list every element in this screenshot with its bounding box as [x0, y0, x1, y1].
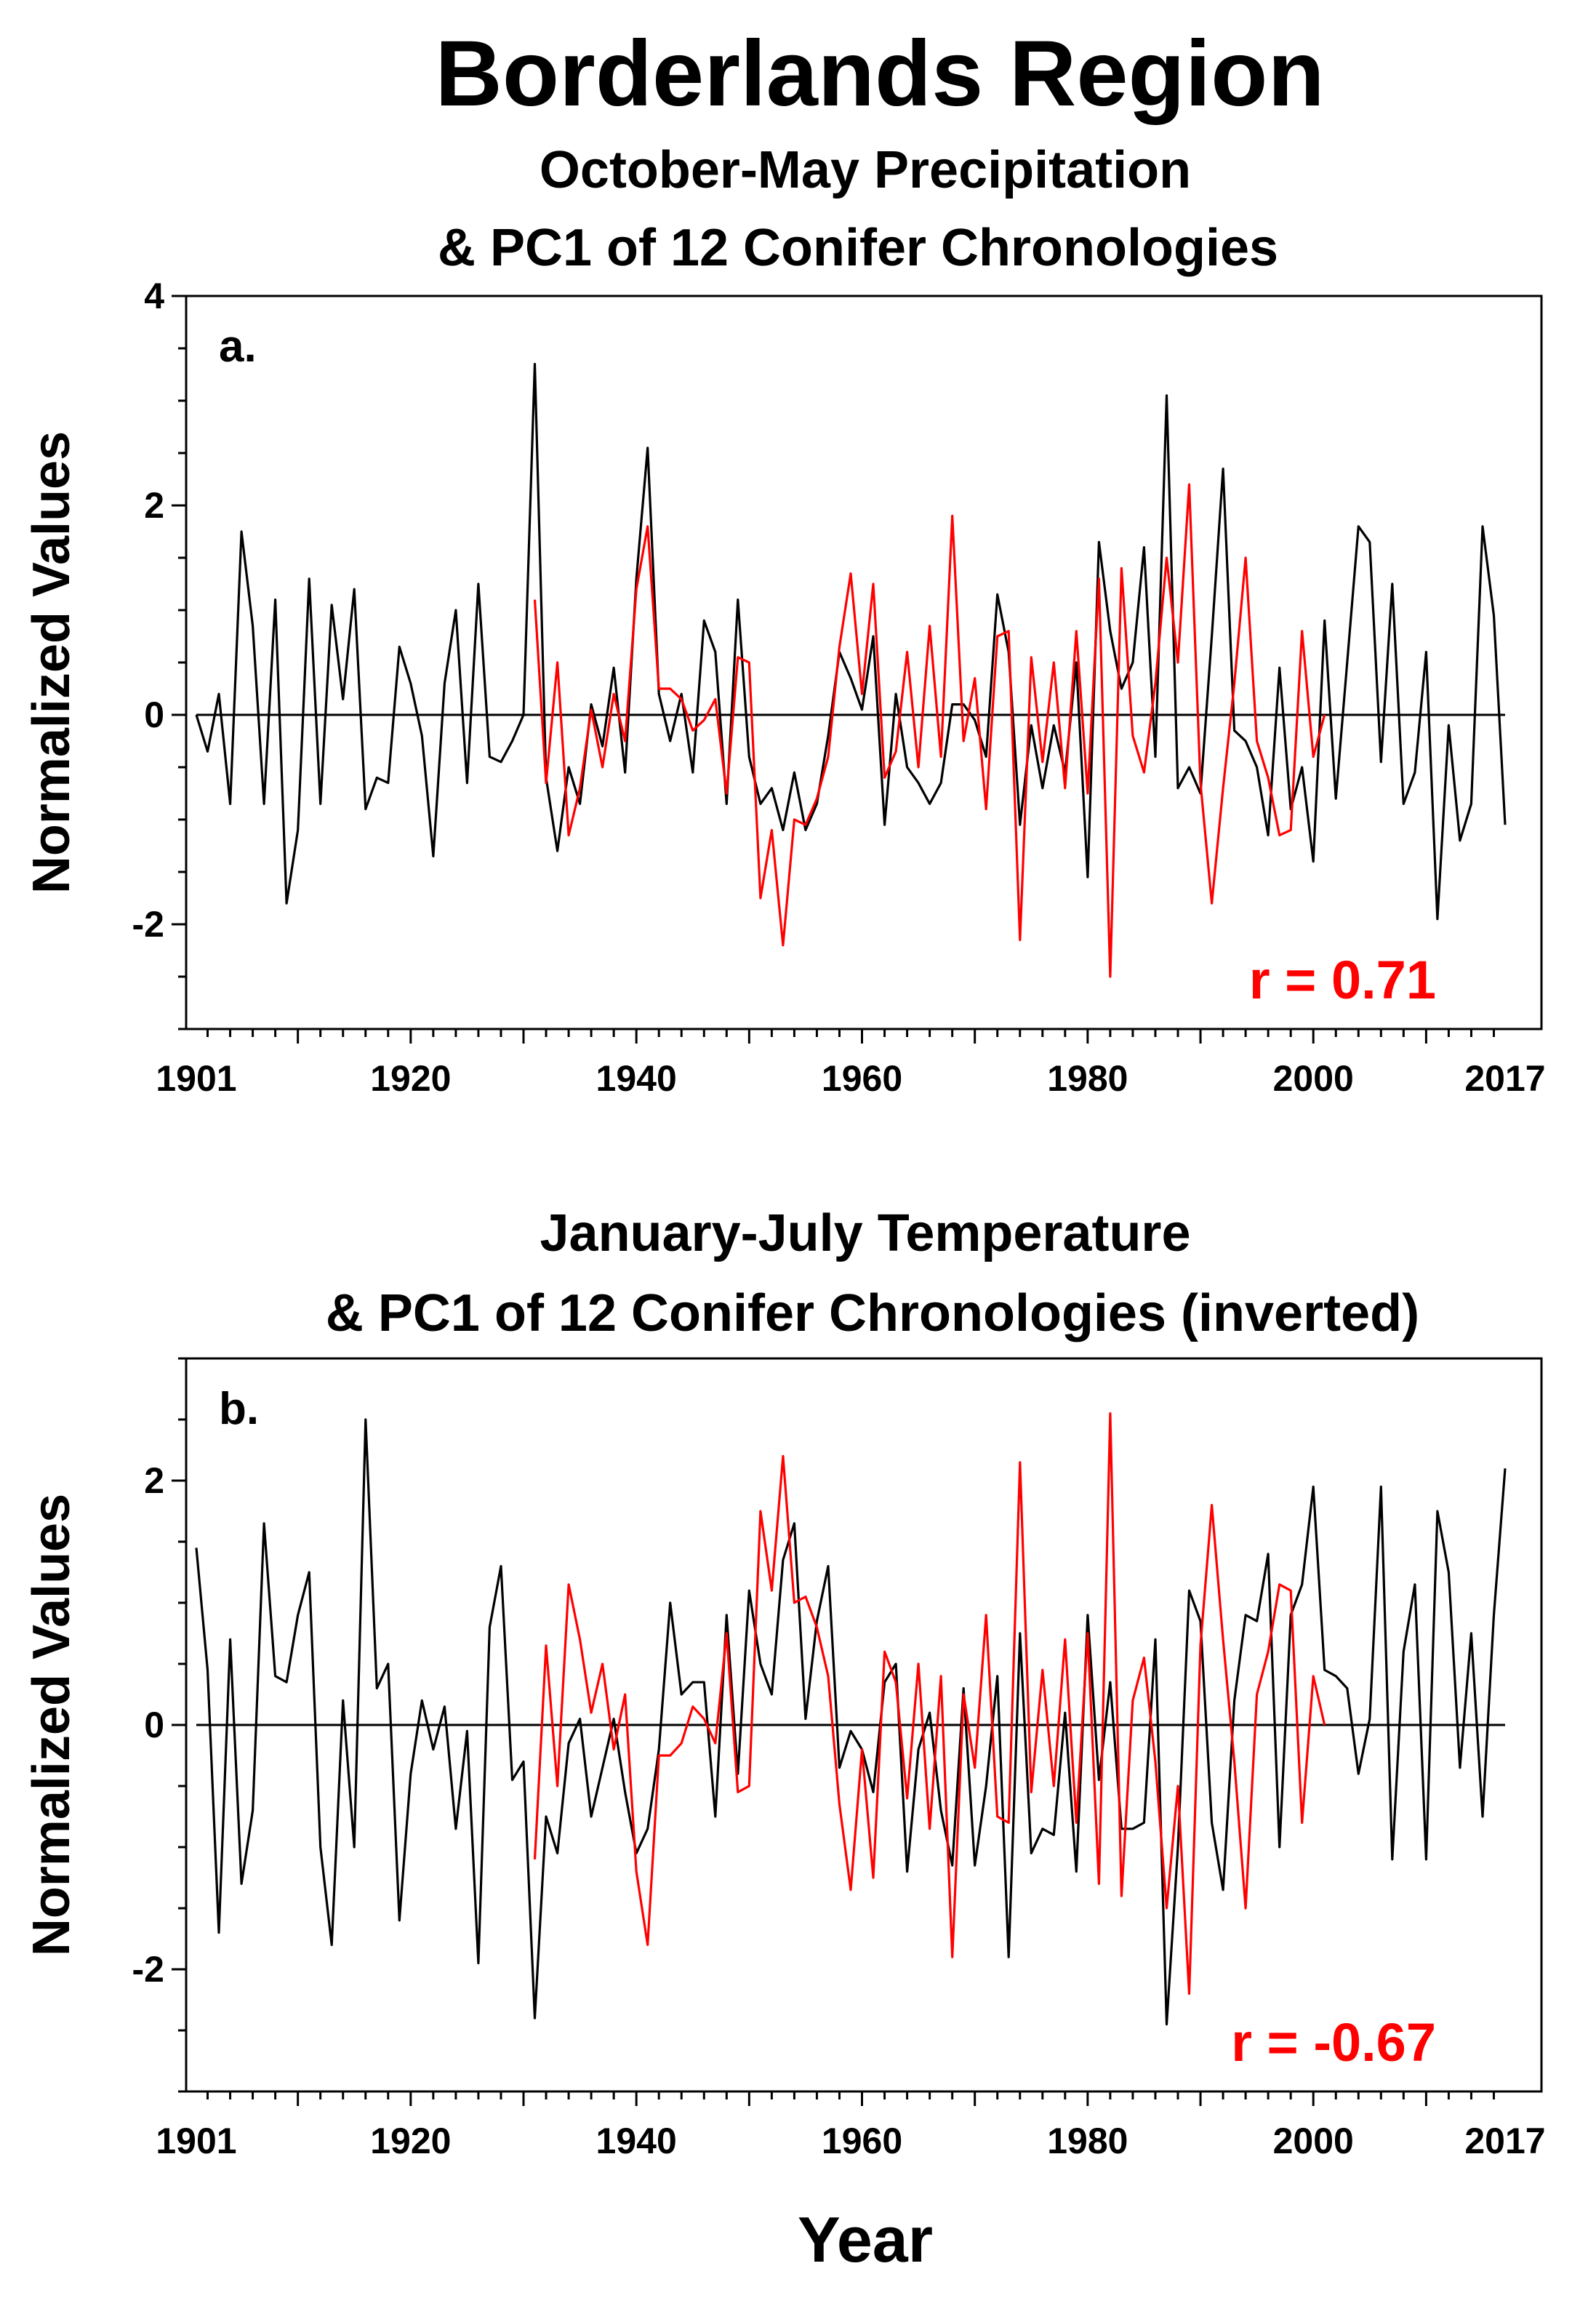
panel-b-series-observed-line — [195, 1418, 1507, 2026]
panel-b-x-tick-label: 2000 — [1273, 2121, 1354, 2161]
x-axis-title: Year — [798, 2203, 933, 2275]
panel-b-chart: -2 0 2 1901 1920 1940 1960 1980 2000 2017 Normaliz… — [23, 1357, 1546, 2161]
panel-b-y-tick-label: 2 — [144, 1460, 164, 1501]
panel-a-title-line1: October-May Precipitation — [540, 141, 1191, 199]
panel-a-x-tick-label: 1940 — [596, 1058, 677, 1099]
panel-b-y-tick-label: 0 — [144, 1705, 164, 1745]
panel-b-correlation-label: r = -0.67 — [1231, 2012, 1436, 2073]
panel-a-series-tree-ring-line — [533, 483, 1326, 978]
panel-a-x-tick-label: 2000 — [1273, 1058, 1354, 1099]
panel-a-chart: -2 0 2 4 1901 1920 1940 1960 1980 2000 2017 Normali… — [23, 276, 1546, 1099]
panel-a-y-tick-label: 2 — [144, 485, 164, 526]
panel-a-y-tick-label: -2 — [132, 904, 164, 945]
panel-a-label: a. — [219, 321, 257, 372]
panel-a-y-axis-label: Normalized Values — [23, 431, 81, 894]
panel-b-x-tick-label: 1980 — [1047, 2121, 1128, 2161]
panel-b-label: b. — [219, 1384, 259, 1434]
panel-b-y-tick-label: -2 — [132, 1949, 164, 1990]
panel-a-x-tick-label: 1980 — [1047, 1058, 1128, 1099]
panel-b-x-tick-label: 1901 — [156, 2121, 236, 2161]
panel-a-x-tick-label: 1960 — [822, 1058, 902, 1099]
panel-a-x-tick-label: 1901 — [156, 1058, 236, 1099]
panel-b-title-line1: January-July Temperature — [540, 1204, 1190, 1262]
panel-b-x-tick-label: 1960 — [822, 2121, 902, 2161]
panel-b-x-tick-label: 1920 — [370, 2121, 451, 2161]
panel-a-title-line2: & PC1 of 12 Conifer Chronologies — [438, 219, 1278, 277]
panel-b-series-tree-ring-line — [533, 1412, 1326, 1995]
main-title: Borderlands Region — [435, 22, 1324, 126]
panel-a-y-tick-label: 4 — [144, 276, 164, 316]
panel-a-y-tick-label: 0 — [144, 694, 164, 735]
panel-a-x-tick-label: 2017 — [1464, 1058, 1545, 1099]
panel-b-x-tick-label: 2017 — [1464, 2121, 1545, 2161]
panel-b-title-line2: & PC1 of 12 Conifer Chronologies (invert… — [326, 1284, 1419, 1342]
panel-a-correlation-label: r = 0.71 — [1249, 950, 1436, 1010]
panel-b-x-tick-label: 1940 — [596, 2121, 677, 2161]
panel-a-series-observed-line — [195, 363, 1507, 921]
panel-a-x-tick-label: 1920 — [370, 1058, 451, 1099]
panel-b-y-axis-label: Normalized Values — [23, 1494, 81, 1956]
